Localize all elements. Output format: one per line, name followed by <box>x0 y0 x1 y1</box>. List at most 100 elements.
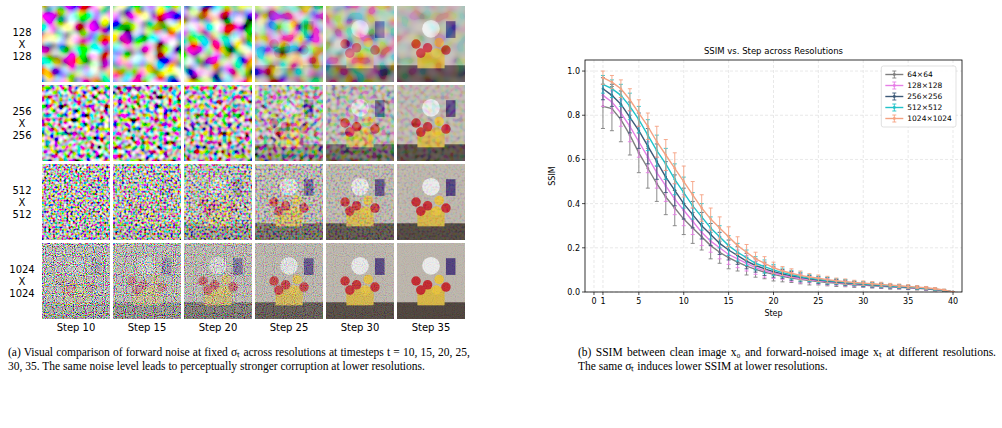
marker <box>835 279 838 282</box>
image-background <box>255 243 323 319</box>
error-cap <box>700 238 704 239</box>
error-bar <box>906 285 910 289</box>
image-cell <box>113 85 181 161</box>
error-cap <box>682 225 686 226</box>
error-stem <box>683 166 684 197</box>
error-cap <box>772 262 776 263</box>
error-cap <box>673 183 677 184</box>
error-stem <box>863 281 864 285</box>
error-cap <box>834 286 838 287</box>
marker <box>925 287 928 290</box>
marker <box>943 289 946 292</box>
error-cap <box>834 283 838 284</box>
image-cell <box>255 243 323 319</box>
tick <box>582 159 585 160</box>
error-cap <box>879 286 883 287</box>
marker <box>934 288 937 291</box>
error-bar <box>807 275 811 282</box>
tick-label: 25 <box>813 297 823 306</box>
marker <box>808 276 811 279</box>
error-cap <box>933 290 937 291</box>
error-cap <box>772 273 776 274</box>
image-background <box>397 6 465 82</box>
error-cap <box>843 284 847 285</box>
series <box>601 75 955 292</box>
image-cell <box>326 164 394 240</box>
error-cap <box>709 252 713 253</box>
image-background <box>42 164 110 240</box>
error-cap <box>700 250 704 251</box>
image-cell <box>184 85 252 161</box>
tick <box>582 115 585 116</box>
error-bar <box>610 75 614 88</box>
image-noise <box>113 6 181 82</box>
marker <box>629 98 632 101</box>
tick-label: 5 <box>636 297 641 306</box>
error-bar <box>798 271 802 280</box>
error-cap <box>798 280 802 281</box>
marker <box>682 180 685 183</box>
legend-line <box>885 107 903 108</box>
error-cap <box>727 255 731 256</box>
image-noise <box>397 6 465 82</box>
error-cap <box>745 268 749 269</box>
error-cap <box>691 219 695 220</box>
image-noise <box>255 85 323 161</box>
tick-label: 0.0 <box>567 288 580 297</box>
error-cap <box>628 110 632 111</box>
error-cap <box>619 97 623 98</box>
error-cap <box>807 281 811 282</box>
error-stem <box>692 182 693 209</box>
error-stem <box>620 80 621 98</box>
error-cap <box>861 286 865 287</box>
error-stem <box>719 217 720 239</box>
legend-error-cap <box>892 122 896 123</box>
error-cap <box>879 282 883 283</box>
marker <box>943 289 946 292</box>
error-cap <box>682 234 686 235</box>
error-stem <box>764 257 765 270</box>
error-cap <box>763 273 767 274</box>
image-noise <box>184 85 252 161</box>
error-cap <box>655 179 659 180</box>
image-noise <box>113 164 181 240</box>
error-cap <box>664 179 668 180</box>
error-cap <box>601 71 605 72</box>
error-cap <box>915 289 919 290</box>
error-cap <box>673 194 677 195</box>
error-cap <box>610 97 614 98</box>
error-cap <box>664 201 668 202</box>
error-cap <box>673 214 677 215</box>
error-cap <box>673 225 677 226</box>
image-background <box>326 243 394 319</box>
error-cap <box>691 234 695 235</box>
error-stem <box>800 271 801 280</box>
series-line <box>603 106 953 292</box>
legend-label: 64×64 <box>907 70 933 79</box>
error-cap <box>682 219 686 220</box>
tick <box>582 203 585 204</box>
error-cap <box>601 84 605 85</box>
error-cap <box>754 274 758 275</box>
error-cap <box>727 259 731 260</box>
error-cap <box>780 275 784 276</box>
error-stem <box>782 267 783 276</box>
error-cap <box>745 244 749 245</box>
error-cap <box>798 271 802 272</box>
error-cap <box>655 166 659 167</box>
image-noise <box>397 243 465 319</box>
error-cap <box>718 238 722 239</box>
error-stem <box>602 71 603 84</box>
error-bar <box>780 267 784 276</box>
legend-error-cap <box>892 115 896 116</box>
image-cell <box>113 164 181 240</box>
error-cap <box>655 201 659 202</box>
error-cap <box>816 282 820 283</box>
error-cap <box>888 286 892 287</box>
error-cap <box>601 106 605 107</box>
error-stem <box>944 289 945 291</box>
marker <box>709 218 712 221</box>
error-bar <box>763 257 767 270</box>
image-background <box>326 85 394 161</box>
error-cap <box>718 216 722 217</box>
